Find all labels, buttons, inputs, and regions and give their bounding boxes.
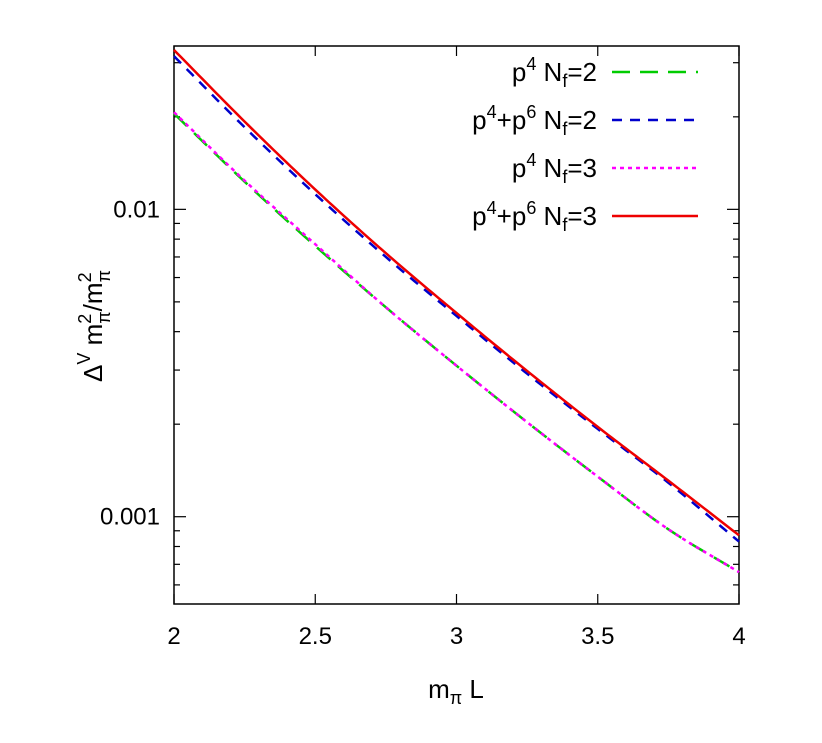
legend-label-2: p4 Nf=3 [512,150,597,187]
svg-text:ΔV m2π/m2π: ΔV m2π/m2π [74,270,114,382]
y-tick-label: 0.001 [100,504,160,531]
y-tick-label: 0.01 [113,196,160,223]
series-lines [173,49,740,574]
x-axis-label: mπ L [428,674,484,708]
x-tick-label: 3 [450,623,463,650]
y-minor-ticks [174,62,739,586]
legend-label-3: p4+p6 Nf=3 [472,198,597,235]
legend: p4 Nf=2 p4+p6 Nf=2 p4 Nf=3 p4+p6 Nf=3 [472,54,698,235]
series-line-3 [173,49,740,537]
series-line-0 [173,112,740,574]
x-ticks: 2 2.5 3 3.5 4 [167,46,746,650]
legend-label-0: p4 Nf=2 [512,54,597,91]
x-tick-label: 2.5 [299,623,332,650]
y-axis-label: ΔV m2π/m2π [74,270,114,382]
series-line-1 [173,55,740,543]
legend-label-1: p4+p6 Nf=2 [472,102,597,139]
x-tick-label: 3.5 [581,623,614,650]
y-ticks: 0.001 0.01 [100,196,739,531]
x-tick-label: 4 [732,623,745,650]
x-tick-label: 2 [167,623,180,650]
series-line-2 [173,111,740,574]
